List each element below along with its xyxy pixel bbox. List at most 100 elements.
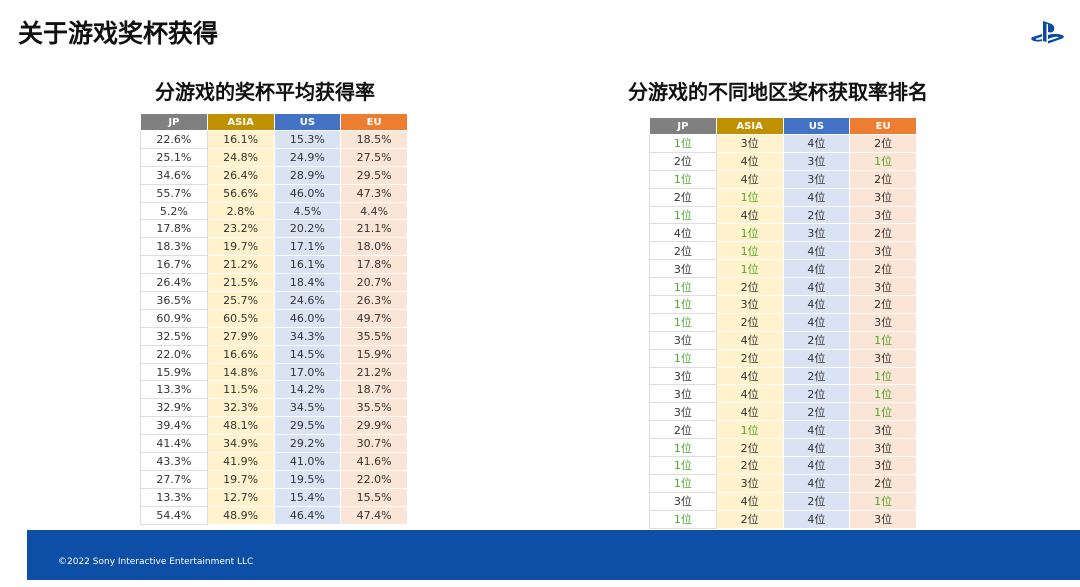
header-row: JP ASIA US EU xyxy=(649,117,917,135)
cell: 1位 xyxy=(849,402,917,422)
cell: 2位 xyxy=(715,509,784,529)
cell: 3位 xyxy=(715,473,784,493)
cell: 2位 xyxy=(849,259,917,279)
cell: 46.4% xyxy=(273,505,342,525)
table-row: 3位 4位 2位 1位 xyxy=(649,384,917,404)
cell: 2.8% xyxy=(206,201,275,221)
table-row: 41.4% 34.9% 29.2% 30.7% xyxy=(140,434,408,454)
cell: 17.8% xyxy=(340,255,408,275)
cell: 16.7% xyxy=(140,255,208,275)
cell: 29.5% xyxy=(340,165,408,185)
cell: 2位 xyxy=(649,187,717,207)
table-row: 27.7% 19.7% 19.5% 22.0% xyxy=(140,469,408,489)
cell: 56.6% xyxy=(206,183,275,203)
cell: 1位 xyxy=(649,348,717,368)
cell: 18.3% xyxy=(140,237,208,257)
cell: 27.5% xyxy=(340,147,408,167)
cell: 19.7% xyxy=(206,237,275,257)
table-row: 5.2% 2.8% 4.5% 4.4% xyxy=(140,201,408,221)
cell: 4位 xyxy=(782,259,851,279)
cell: 3位 xyxy=(849,187,917,207)
cell: 3位 xyxy=(782,223,851,243)
cell: 41.6% xyxy=(340,452,408,471)
cell: 3位 xyxy=(649,366,717,386)
cell: 4位 xyxy=(715,491,784,511)
cell: 4位 xyxy=(782,187,851,207)
cell: 46.0% xyxy=(273,308,342,328)
cell: 48.9% xyxy=(206,505,275,525)
table-row: 26.4% 21.5% 18.4% 20.7% xyxy=(140,273,408,293)
table-row: 2位 1位 4位 3位 xyxy=(649,420,917,440)
cell: 2位 xyxy=(649,151,717,171)
table-row: 39.4% 48.1% 29.5% 29.9% xyxy=(140,416,408,436)
cell: 2位 xyxy=(849,134,917,153)
table-row: 1位 3位 4位 2位 xyxy=(649,295,917,314)
cell: 4位 xyxy=(782,473,851,493)
table-row: 34.6% 26.4% 28.9% 29.5% xyxy=(140,165,408,185)
rank-table: JP ASIA US EU 1位 3位 4位 2位 2位 4位 3位 1位 1位 4位 3位 2位 2位 1位 4位… xyxy=(649,117,917,530)
cell: 21.1% xyxy=(340,219,408,239)
cell: 1位 xyxy=(849,330,917,350)
cell: 41.9% xyxy=(206,452,275,471)
table-row: 1位 2位 4位 3位 xyxy=(649,456,917,475)
cell: 34.9% xyxy=(206,434,275,454)
table-row: 1位 3位 4位 2位 xyxy=(649,473,917,493)
cell: 22.6% xyxy=(140,130,208,149)
cell: 1位 xyxy=(649,205,717,225)
playstation-logo xyxy=(1031,21,1064,44)
table-row: 18.3% 19.7% 17.1% 18.0% xyxy=(140,237,408,257)
table-row: 2位 4位 3位 1位 xyxy=(649,151,917,171)
cell: 17.0% xyxy=(273,362,342,382)
cell: 3位 xyxy=(782,151,851,171)
cell: 3位 xyxy=(849,509,917,529)
cell: 4位 xyxy=(782,134,851,153)
cell: 2位 xyxy=(715,277,784,297)
cell: 27.9% xyxy=(206,326,275,346)
cell: 17.1% xyxy=(273,237,342,257)
cell: 13.3% xyxy=(140,487,208,507)
cell: 3位 xyxy=(715,134,784,153)
table-row: 32.9% 32.3% 34.5% 35.5% xyxy=(140,398,408,418)
table-row: 1位 4位 3位 2位 xyxy=(649,169,917,189)
cell: 4位 xyxy=(715,151,784,171)
cell: 17.8% xyxy=(140,219,208,239)
cell: 3位 xyxy=(849,277,917,297)
cell: 22.0% xyxy=(340,469,408,489)
table-row: 2位 1位 4位 3位 xyxy=(649,241,917,261)
cell: 2位 xyxy=(782,330,851,350)
cell: 4位 xyxy=(715,402,784,422)
table: JP ASIA US EU 22.6% 16.1% 15.3% 18.5% 25.1% 24.8%… xyxy=(140,113,408,525)
cell: 4位 xyxy=(782,295,851,314)
cell: 39.4% xyxy=(140,416,208,436)
cell: 1位 xyxy=(649,295,717,314)
cell: 4位 xyxy=(715,384,784,404)
cell: 1位 xyxy=(715,259,784,279)
slide-title: 关于游戏奖杯获得 xyxy=(18,19,219,48)
cell: 35.5% xyxy=(340,398,408,418)
cell: 13.3% xyxy=(140,380,208,400)
cell: 4位 xyxy=(782,241,851,261)
cell: 3位 xyxy=(649,384,717,404)
table-row: 32.5% 27.9% 34.3% 35.5% xyxy=(140,326,408,346)
column-header: US xyxy=(782,117,851,135)
cell: 15.9% xyxy=(140,362,208,382)
cell: 18.7% xyxy=(340,380,408,400)
cell: 18.4% xyxy=(273,273,342,293)
cell: 24.8% xyxy=(206,147,275,167)
cell: 15.9% xyxy=(340,344,408,364)
table-row: 1位 2位 4位 3位 xyxy=(649,438,917,458)
cell: 49.7% xyxy=(340,308,408,328)
cell: 2位 xyxy=(782,491,851,511)
table-title: 分游戏的不同地区奖杯获取率排名 xyxy=(628,80,928,104)
cell: 16.1% xyxy=(206,130,275,149)
cell: 21.2% xyxy=(206,255,275,275)
cell: 32.9% xyxy=(140,398,208,418)
column-header: ASIA xyxy=(715,117,784,135)
cell: 36.5% xyxy=(140,291,208,310)
cell: 25.1% xyxy=(140,147,208,167)
copyright: ©2022 Sony Interactive Entertainment LLC xyxy=(58,557,254,567)
cell: 19.7% xyxy=(206,469,275,489)
cell: 32.3% xyxy=(206,398,275,418)
cell: 4位 xyxy=(782,312,851,332)
cell: 60.5% xyxy=(206,308,275,328)
